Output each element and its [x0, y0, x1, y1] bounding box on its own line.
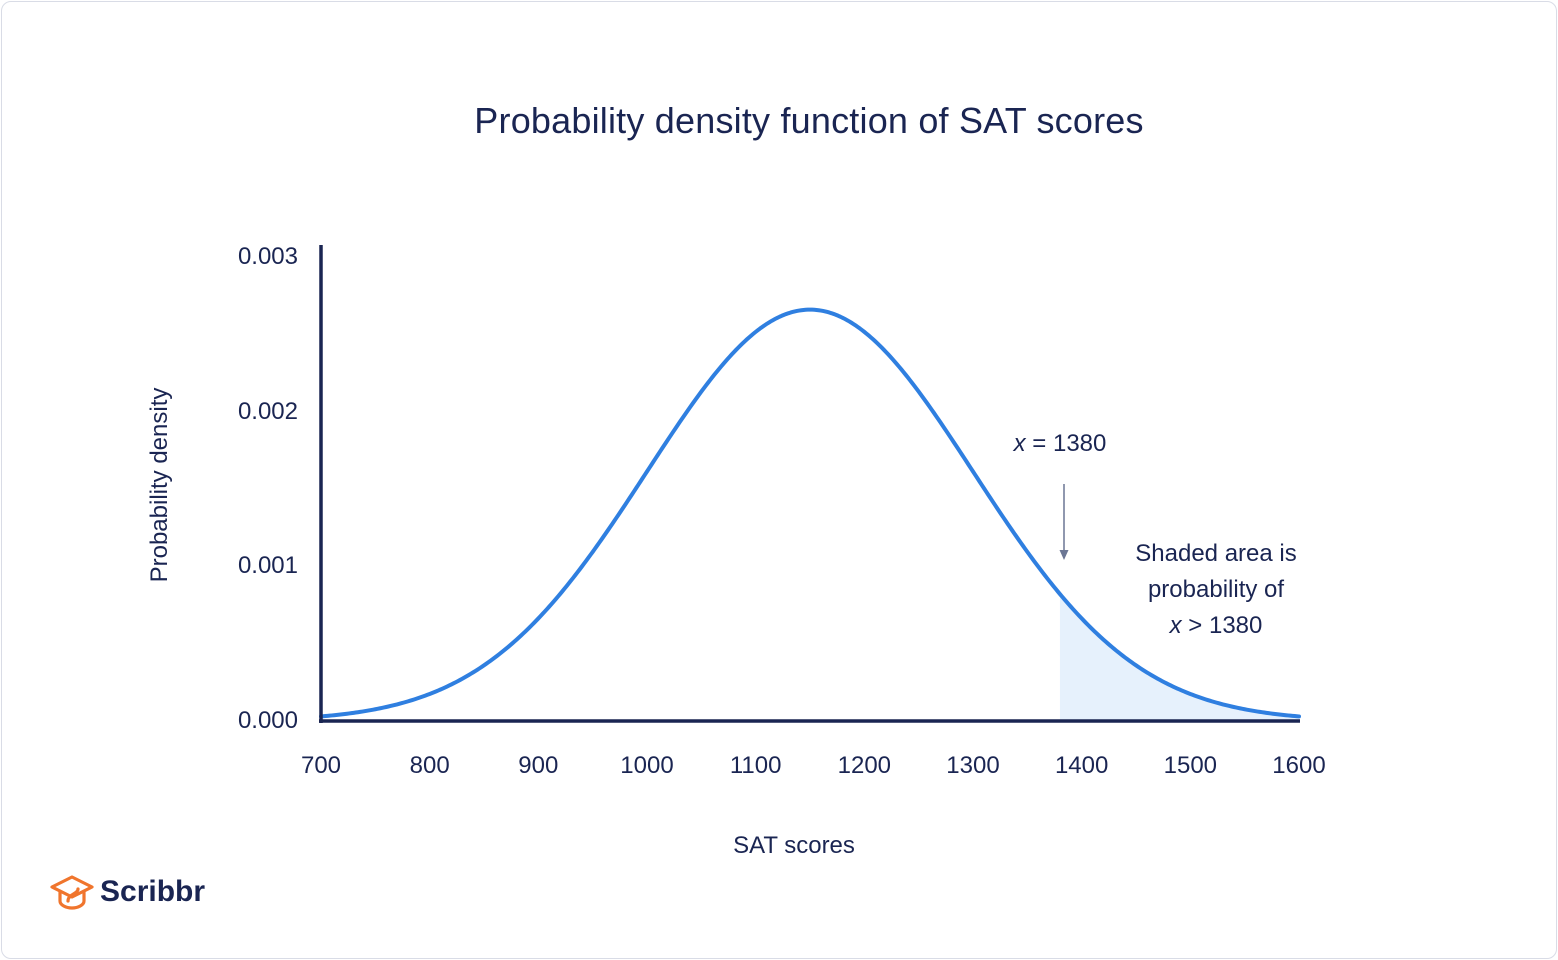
note-variable: x	[1169, 612, 1182, 639]
x-tick-label: 900	[518, 752, 559, 779]
marker-annotation: x = 1380	[1014, 430, 1107, 458]
scribbr-logo: Scribbr	[48, 872, 205, 912]
note-line-1: Shaded area is	[1135, 540, 1297, 567]
y-tick-label: 0.003	[237, 243, 298, 270]
x-tick-label: 1500	[1163, 752, 1218, 779]
marker-arrow-head	[1059, 550, 1069, 560]
y-tick-label: 0.002	[237, 397, 298, 425]
x-axis-label: SAT scores	[733, 832, 855, 859]
note-line-2: probability of	[1147, 576, 1285, 603]
x-tick-label: 1100	[729, 752, 782, 779]
x-tick-label: 800	[409, 752, 450, 779]
x-tick-label: 1600	[1272, 752, 1326, 779]
brand-name: Scribbr	[100, 875, 206, 908]
note-condition: > 1380	[1181, 612, 1263, 639]
shaded-area	[1059, 594, 1299, 721]
y-axis-label: Probability density	[146, 387, 173, 583]
shaded-area-note: Shaded area is probability of x > 1380	[1135, 536, 1296, 644]
x-tick-label: 1200	[837, 752, 892, 779]
y-tick-label: 0.001	[237, 552, 298, 580]
density-curve	[319, 307, 1301, 719]
graduation-cap-icon	[50, 875, 94, 910]
x-tick-label: 1000	[620, 752, 674, 779]
marker-variable: x	[1013, 430, 1026, 457]
x-tick-label: 1400	[1054, 752, 1109, 779]
y-tick-label: 0.000	[237, 707, 298, 734]
marker-value: = 1380	[1025, 430, 1107, 457]
note-line-3: x > 1380	[1135, 608, 1296, 644]
x-tick-label: 1300	[946, 752, 1000, 779]
chart-title: Probability density function of SAT scor…	[474, 100, 1144, 141]
x-tick-label: 700	[300, 752, 342, 779]
